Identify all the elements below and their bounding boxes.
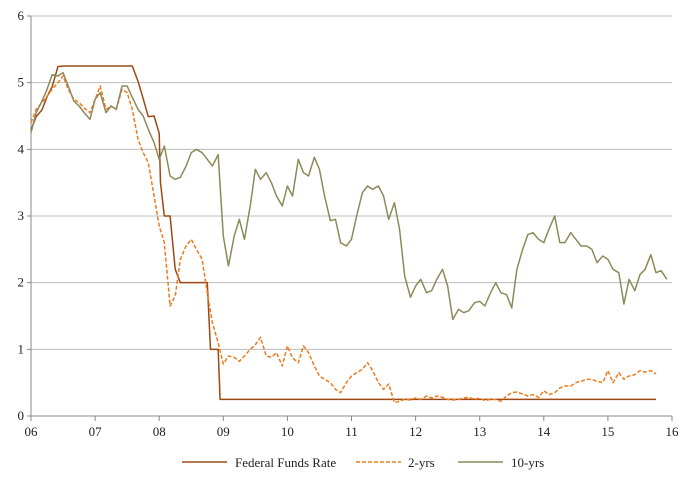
series-lines — [30, 65, 668, 404]
series-line-10-yrs — [30, 71, 668, 321]
y-tick-labels: 0 1 2 3 4 5 6 — [18, 8, 31, 423]
series-line-federal-funds-rate — [30, 65, 656, 401]
y-tick-label: 2 — [18, 275, 25, 290]
x-tick-label: 13 — [473, 424, 486, 439]
x-tick-label: 16 — [666, 424, 680, 439]
x-tick-labels: 06 07 08 09 10 11 12 13 14 15 16 — [25, 416, 680, 439]
y-tick-label: 3 — [18, 208, 25, 223]
legend-label-10-yrs: 10-yrs — [511, 455, 544, 470]
x-tick-label: 14 — [537, 424, 551, 439]
x-tick-label: 06 — [25, 424, 39, 439]
y-tick-label: 0 — [18, 408, 25, 423]
x-tick-label: 08 — [153, 424, 166, 439]
x-tick-label: 10 — [281, 424, 294, 439]
x-tick-label: 15 — [601, 424, 614, 439]
legend: Federal Funds Rate 2-yrs 10-yrs — [182, 455, 544, 470]
y-tick-label: 5 — [18, 75, 25, 90]
x-tick-label: 09 — [217, 424, 230, 439]
x-tick-label: 12 — [409, 424, 422, 439]
y-tick-label: 6 — [18, 8, 25, 23]
x-tick-label: 07 — [89, 424, 103, 439]
y-tick-label: 1 — [18, 341, 25, 356]
y-tick-label: 4 — [18, 141, 25, 156]
legend-label-federal-funds-rate: Federal Funds Rate — [235, 455, 336, 470]
x-tick-label: 11 — [345, 424, 358, 439]
series-line-2-yrs — [30, 75, 657, 404]
legend-label-2-yrs: 2-yrs — [408, 455, 435, 470]
